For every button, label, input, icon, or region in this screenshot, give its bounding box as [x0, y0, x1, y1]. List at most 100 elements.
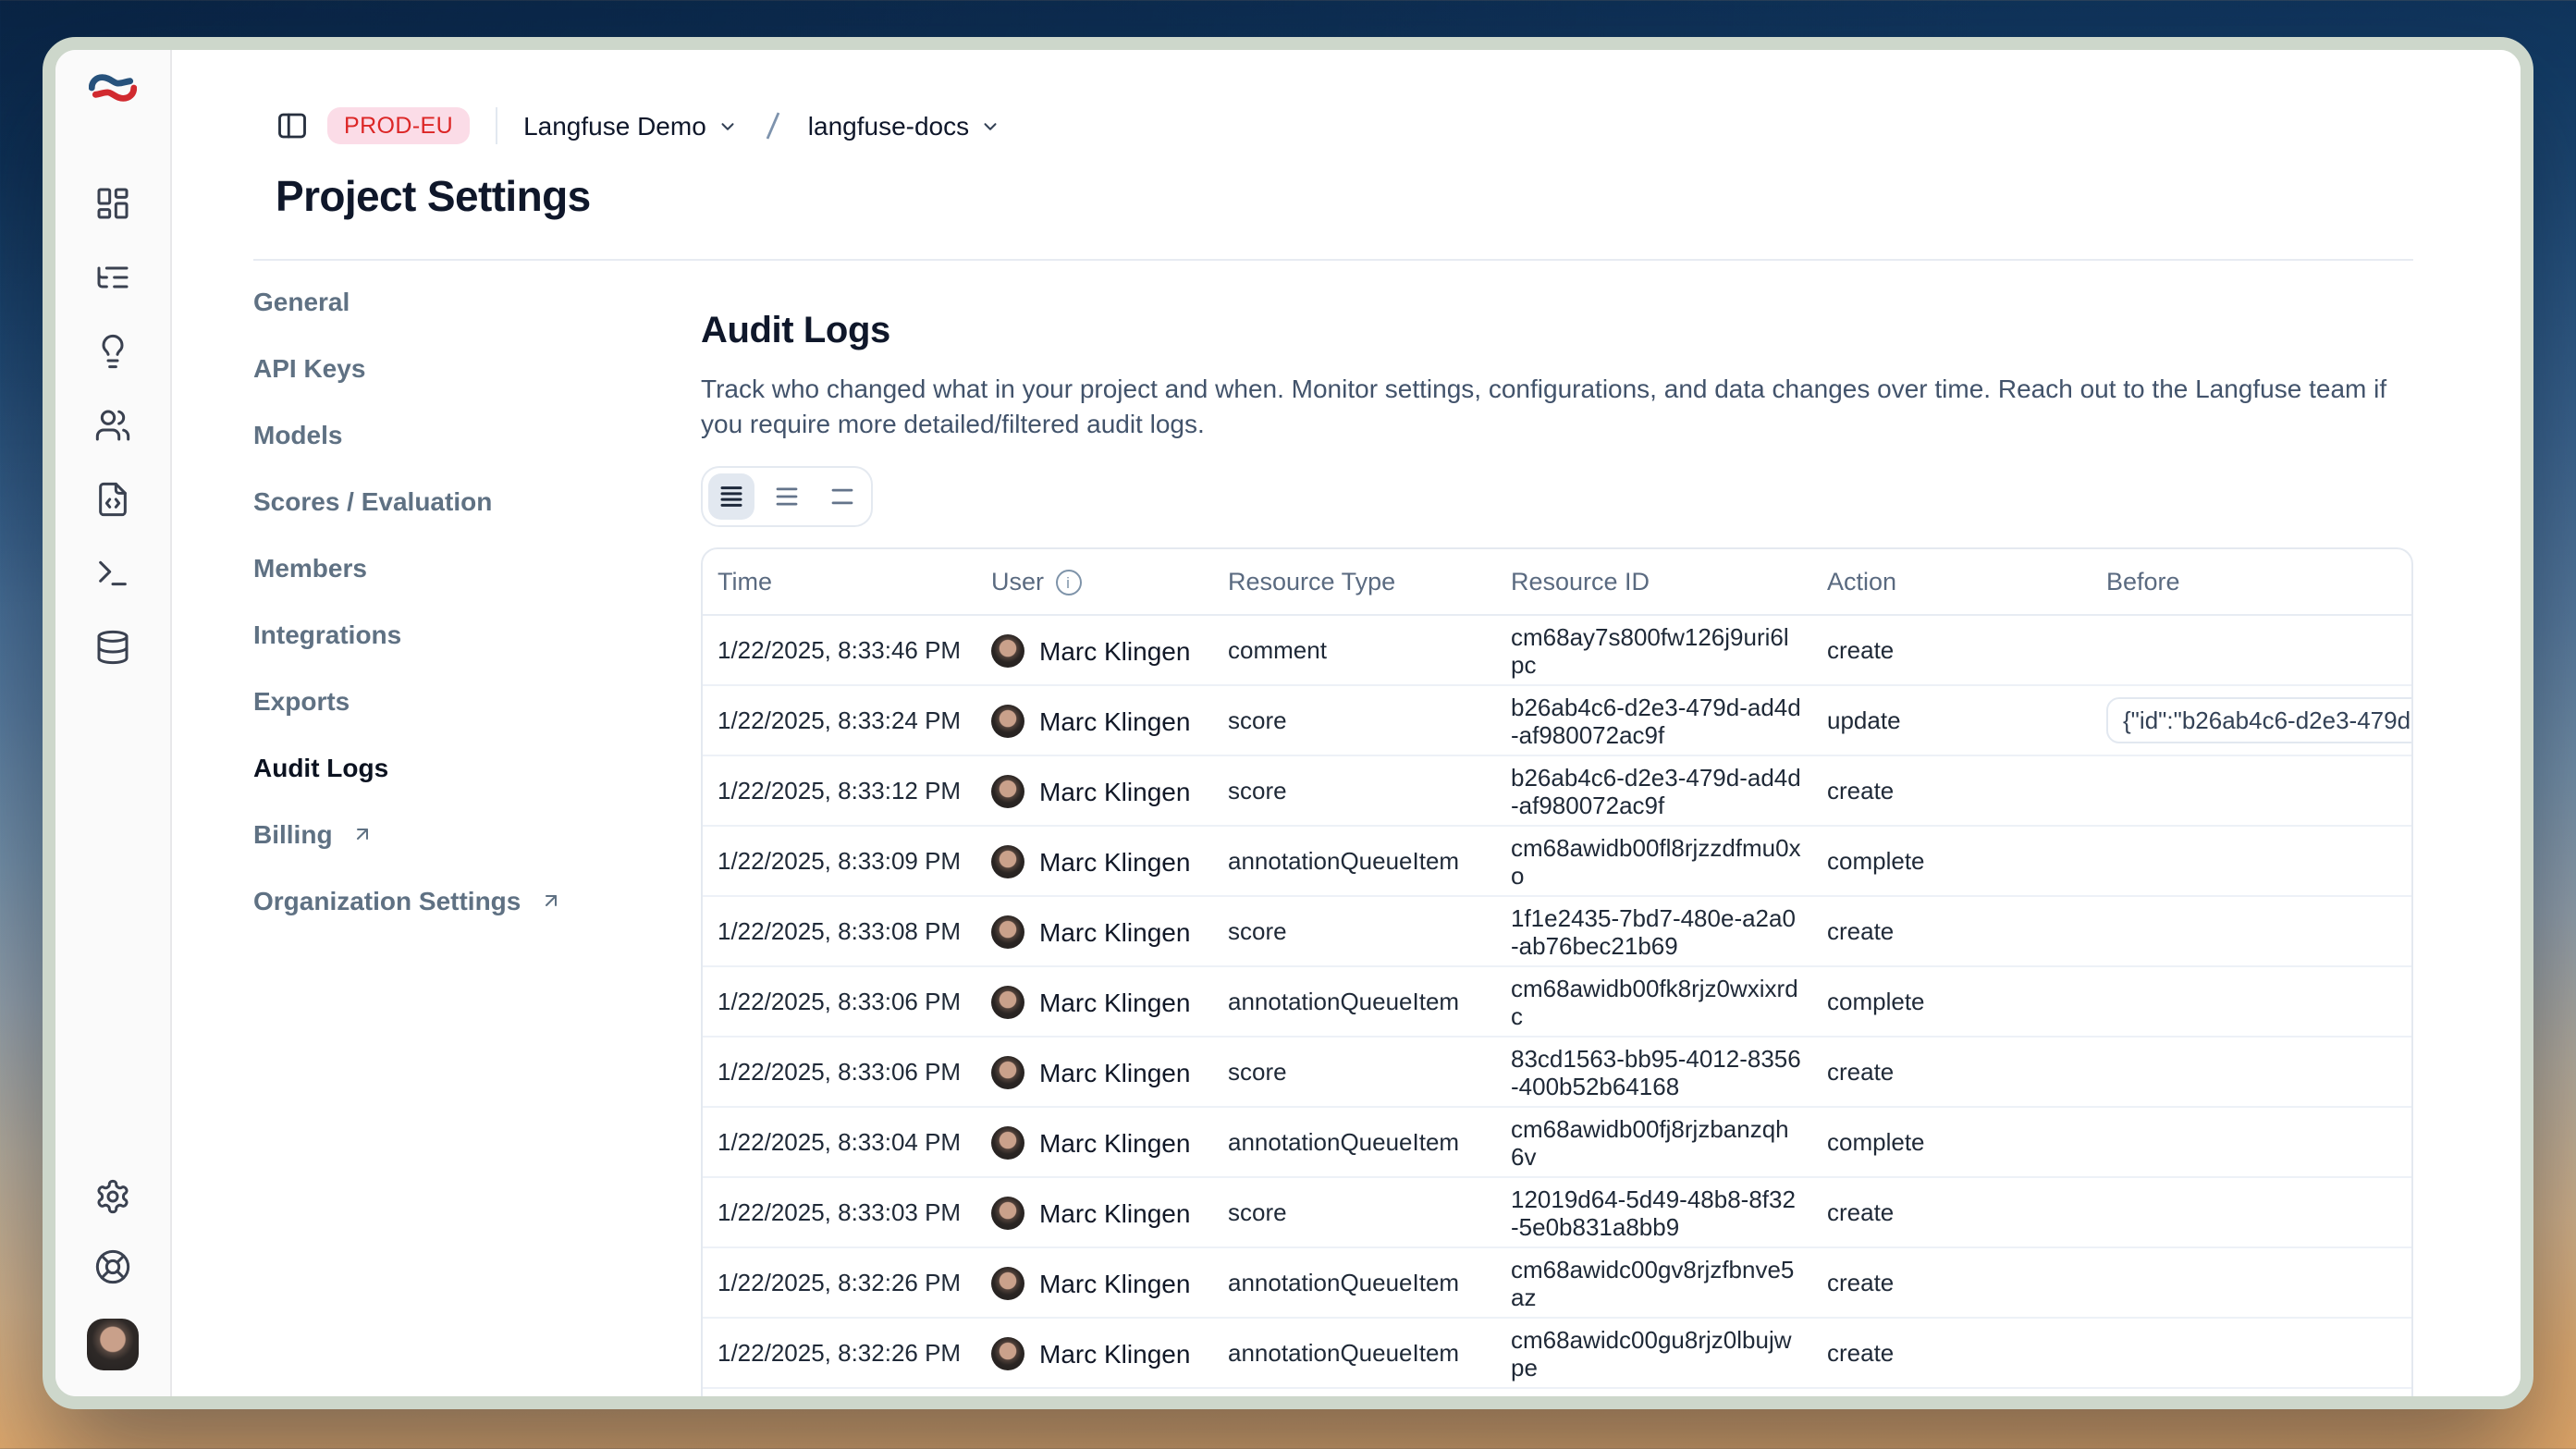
- row-height-sparse-button[interactable]: [819, 473, 865, 520]
- action-cell: create: [1812, 1317, 2091, 1388]
- dashboard-grid-icon[interactable]: [94, 185, 131, 222]
- rows-medium-icon: [776, 487, 798, 506]
- user-cell: Marc Klingen: [976, 1387, 1213, 1396]
- panel-left-toggle-icon[interactable]: [276, 109, 309, 142]
- action-cell: create: [1812, 755, 2091, 826]
- action-cell: update: [1812, 684, 2091, 755]
- column-header-time: Time: [703, 549, 976, 616]
- action-cell: complete: [1812, 825, 2091, 896]
- divider: [496, 107, 498, 144]
- before-cell: [2091, 1387, 2411, 1396]
- column-header-action: Action: [1812, 549, 2091, 616]
- settings-nav-exports[interactable]: Exports: [253, 686, 350, 716]
- settings-nav-scores-evaluation[interactable]: Scores / Evaluation: [253, 486, 493, 516]
- audit-logs-section: Audit Logs Track who changed what in you…: [701, 261, 2413, 1396]
- resource-type-cell: score: [1213, 1036, 1496, 1107]
- before-cell: [2091, 755, 2411, 826]
- audit-logs-table-card: Time User i Resource Type Resource ID Act…: [701, 547, 2413, 1396]
- avatar: [991, 985, 1024, 1018]
- action-cell: create: [1812, 1246, 2091, 1318]
- breadcrumb-slash-icon: [766, 112, 780, 140]
- settings-nav-members[interactable]: Members: [253, 553, 367, 583]
- org-selector[interactable]: Langfuse Demo: [523, 111, 738, 141]
- breadcrumb: PROD-EU Langfuse Demo langfuse-docs: [276, 107, 2521, 144]
- before-cell: [2091, 615, 2411, 685]
- user-cell: Marc Klingen: [976, 1317, 1213, 1388]
- avatar: [991, 774, 1024, 807]
- before-cell: [2091, 1246, 2411, 1318]
- settings-nav-audit-logs[interactable]: Audit Logs: [253, 753, 389, 782]
- resource-id-cell: cm68awidb00fj8rjzbanzqh6v: [1496, 1106, 1812, 1177]
- file-code-icon[interactable]: [94, 481, 131, 518]
- resource-type-cell: annotationQueueItem: [1213, 825, 1496, 896]
- before-cell: [2091, 1106, 2411, 1177]
- table-row: 1/22/2025, 8:32:26 PM Marc Klingen annot…: [703, 1246, 2411, 1318]
- lightbulb-icon[interactable]: [94, 333, 131, 370]
- rows-dense-icon: [720, 486, 742, 507]
- time-cell: 1/22/2025, 8:33:08 PM: [703, 895, 976, 966]
- langfuse-logo-icon[interactable]: [89, 72, 137, 104]
- header-divider: [253, 259, 2413, 261]
- user-cell: Marc Klingen: [976, 825, 1213, 896]
- table-row: 1/22/2025, 8:33:08 PM Marc Klingen score…: [703, 895, 2411, 966]
- user-cell: Marc Klingen: [976, 895, 1213, 966]
- before-cell: {"id":"b26ab4c6-d2e3-479d-a: [2091, 684, 2411, 755]
- user-cell: Marc Klingen: [976, 1176, 1213, 1247]
- avatar: [991, 915, 1024, 948]
- users-icon[interactable]: [94, 407, 131, 444]
- user-avatar[interactable]: [87, 1319, 139, 1370]
- row-height-medium-button[interactable]: [764, 473, 810, 520]
- user-cell: Marc Klingen: [976, 755, 1213, 826]
- org-name: Langfuse Demo: [523, 111, 706, 141]
- action-cell: create: [1812, 895, 2091, 966]
- lifebuoy-icon[interactable]: [94, 1248, 131, 1285]
- resource-id-cell: 1f1e2435-7bd7-480e-a2a0-ab76bec21b69: [1496, 895, 1812, 966]
- settings-nav-billing[interactable]: Billing: [253, 801, 701, 867]
- langfuse-window: PROD-EU Langfuse Demo langfuse-docs Proj…: [43, 37, 2533, 1409]
- resource-id-cell: cm68awidc00gu8rjz0lbujwpe: [1496, 1317, 1812, 1388]
- settings-nav-models[interactable]: Models: [253, 420, 343, 449]
- external-link-icon: [356, 829, 368, 840]
- row-height-dense-button[interactable]: [708, 473, 754, 520]
- resource-id-cell: b26ab4c6-d2e3-479d-ad4d-af980072ac9f: [1496, 755, 1812, 826]
- time-cell: 1/22/2025, 8:32:26 PM: [703, 1387, 976, 1396]
- action-cell: create: [1827, 636, 1895, 664]
- action-cell: create: [1812, 1387, 2091, 1396]
- table-row: 1/22/2025, 8:32:26 PM Marc Klingen annot…: [703, 1317, 2411, 1388]
- time-cell: 1/22/2025, 8:33:12 PM: [703, 755, 976, 826]
- settings-nav-integrations[interactable]: Integrations: [253, 620, 402, 649]
- column-header-resource-id: Resource ID: [1496, 549, 1812, 616]
- before-cell: [2091, 1176, 2411, 1247]
- main-content: PROD-EU Langfuse Demo langfuse-docs Proj…: [172, 50, 2521, 1396]
- user-cell: Marc Klingen: [976, 684, 1213, 755]
- before-cell: [2091, 1036, 2411, 1107]
- table-row: 1/22/2025, 8:33:12 PM Marc Klingen score…: [703, 755, 2411, 826]
- project-name: langfuse-docs: [807, 111, 970, 141]
- project-selector[interactable]: langfuse-docs: [808, 111, 1000, 141]
- resource-id-cell: 12019d64-5d49-48b8-8f32-5e0b831a8bb9: [1496, 1176, 1812, 1247]
- audit-logs-table: Time User i Resource Type Resource ID Act…: [703, 549, 2411, 1396]
- settings-nav-organization-settings[interactable]: Organization Settings: [253, 867, 701, 934]
- gear-icon[interactable]: [94, 1178, 131, 1215]
- tracing-tree-icon[interactable]: [94, 259, 131, 296]
- resource-id-cell: cm68awidb00fl8rjzzdfmu0xo: [1496, 825, 1812, 896]
- settings-nav-general[interactable]: General: [253, 287, 350, 316]
- avatar: [991, 1336, 1024, 1369]
- table-row: 1/22/2025, 8:33:04 PM Marc Klingen annot…: [703, 1106, 2411, 1177]
- section-heading: Audit Logs: [701, 311, 890, 351]
- resource-id-cell: cm68awidb00fk8rjz0wxixrdc: [1496, 965, 1812, 1037]
- info-icon[interactable]: i: [1055, 569, 1082, 595]
- chevron-down-icon: [984, 122, 997, 129]
- avatar: [991, 633, 1024, 667]
- database-icon[interactable]: [94, 629, 131, 666]
- before-cell: [2091, 825, 2411, 896]
- rail-nav: [94, 185, 131, 666]
- page-title: Project Settings: [276, 172, 591, 220]
- resource-type-cell: comment: [1228, 636, 1327, 664]
- resource-id-cell: cm68awidc00gt8rjzw2fkm8bo: [1496, 1387, 1812, 1396]
- terminal-icon[interactable]: [94, 555, 131, 592]
- action-cell: complete: [1812, 965, 2091, 1037]
- table-row: 1/22/2025, 8:33:06 PM Marc Klingen score…: [703, 1036, 2411, 1107]
- settings-nav-api-keys[interactable]: API Keys: [253, 353, 366, 383]
- chevron-down-icon: [721, 122, 734, 129]
